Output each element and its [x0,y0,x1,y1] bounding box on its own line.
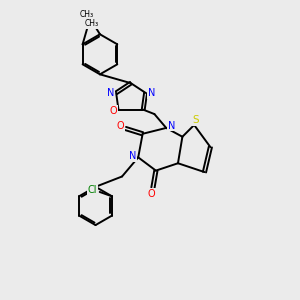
Text: N: N [148,88,155,98]
Text: S: S [192,115,199,125]
Text: O: O [148,189,155,199]
Text: N: N [168,121,175,130]
Text: CH₃: CH₃ [84,19,98,28]
Text: CH₃: CH₃ [80,10,94,19]
Text: Cl: Cl [88,184,97,195]
Text: O: O [110,106,117,116]
Text: N: N [106,88,114,98]
Text: O: O [116,121,124,131]
Text: N: N [129,151,136,161]
